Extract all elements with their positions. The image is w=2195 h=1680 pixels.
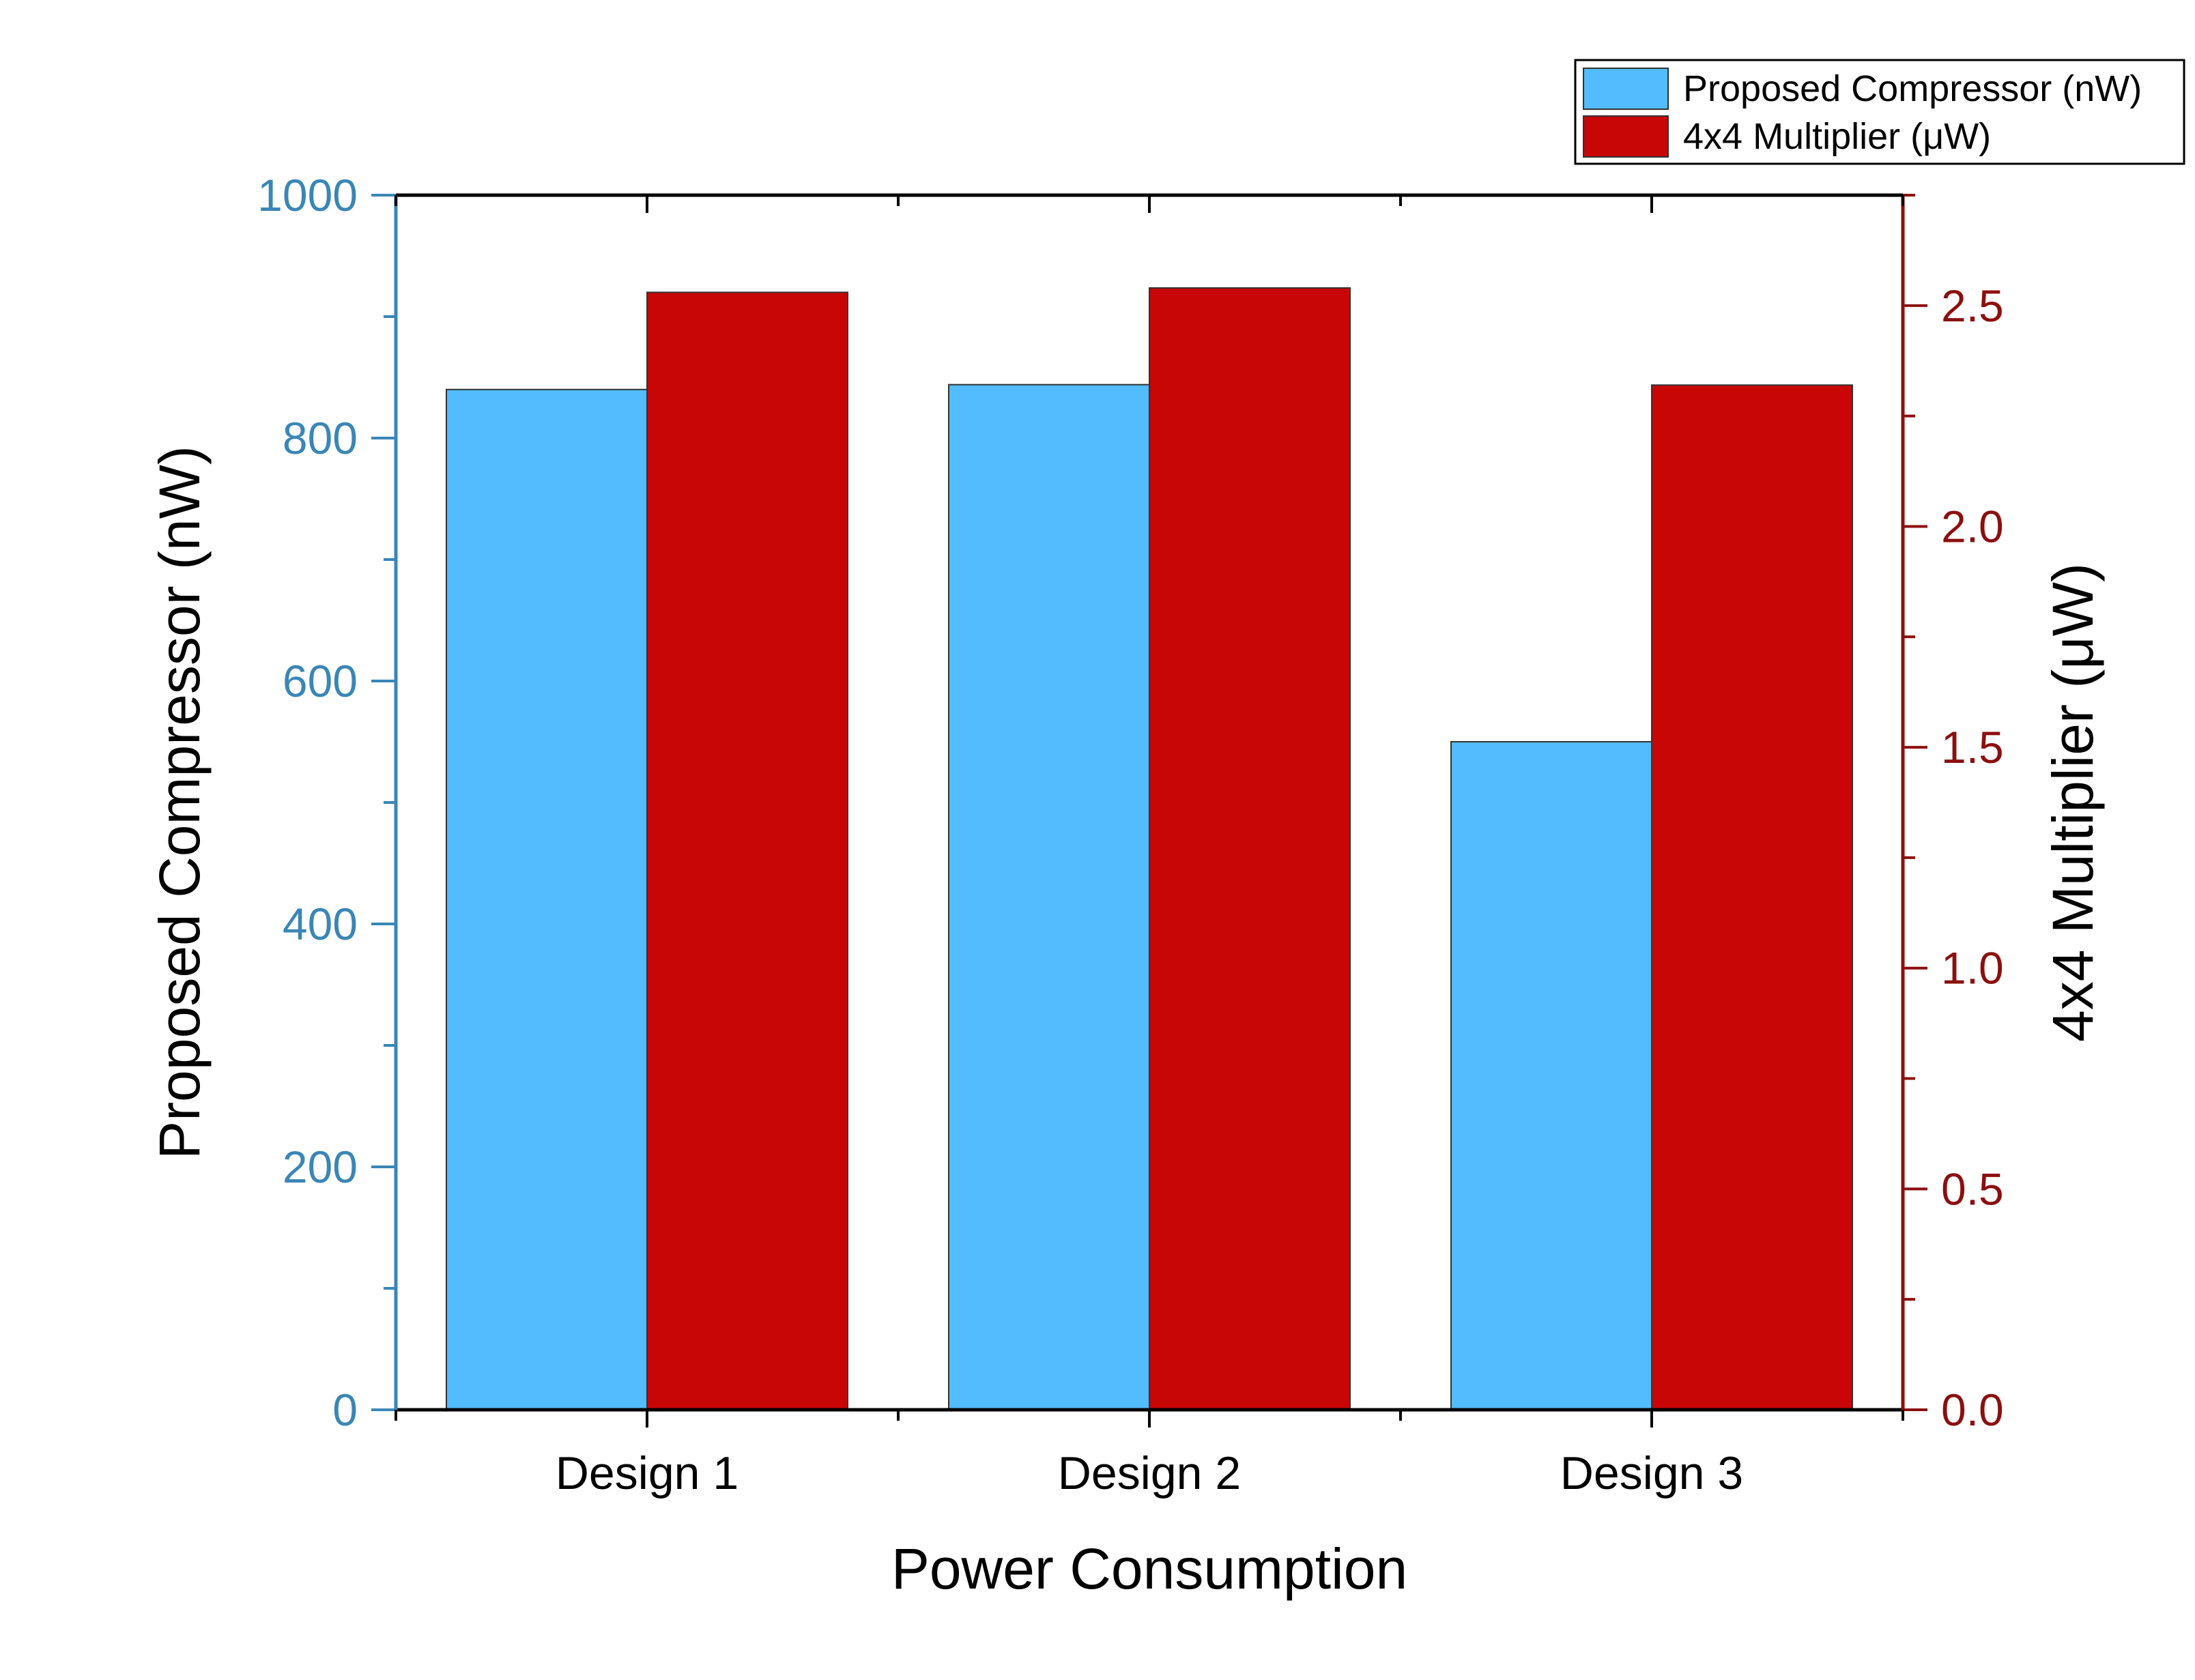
right-axis-title: 4x4 Multiplier (μW)	[2041, 563, 2105, 1042]
legend-box	[1574, 59, 2185, 165]
bar-multiplier-2	[1149, 287, 1351, 1411]
bar-compressor-1	[446, 388, 648, 1410]
right-tick-label: 2.5	[1941, 280, 2004, 331]
legend: Proposed Compressor (nW) 4x4 Multiplier …	[1574, 59, 2185, 165]
x-tick-label: Design 3	[1560, 1447, 1743, 1499]
tick-labels-group: 0 200 400 600 800 1000 0.0 0.5 1.0 1.5 2.0 2.5 Desig…	[257, 170, 2004, 1499]
right-tick-label: 1.5	[1941, 722, 2004, 772]
left-tick-label: 1000	[257, 170, 358, 220]
right-tick-label: 2.0	[1941, 501, 2004, 551]
ticks-group	[371, 194, 1927, 1428]
bar-multiplier-1	[646, 291, 848, 1410]
x-tick-label: Design 1	[556, 1447, 738, 1499]
left-tick-label: 800	[283, 413, 358, 463]
legend-swatch-compressor	[1583, 68, 1669, 110]
bar-compressor-3	[1450, 741, 1652, 1410]
legend-label-compressor: Proposed Compressor (nW)	[1683, 68, 2142, 109]
x-axis-title: Power Consumption	[891, 1537, 1407, 1601]
left-tick-label: 600	[283, 656, 358, 706]
left-axis-title: Proposed Compressor (nW)	[147, 446, 212, 1159]
left-tick-label: 0	[332, 1385, 358, 1435]
right-tick-label: 0.0	[1941, 1385, 2004, 1435]
x-tick-label: Design 2	[1058, 1447, 1241, 1499]
bar-compressor-2	[948, 383, 1150, 1410]
left-tick-label: 200	[283, 1142, 358, 1192]
legend-label-multiplier: 4x4 Multiplier (μW)	[1683, 116, 1991, 157]
bars-group	[446, 287, 1853, 1411]
right-tick-label: 1.0	[1941, 943, 2004, 994]
left-tick-label: 400	[283, 899, 358, 949]
right-tick-label: 0.5	[1941, 1163, 2004, 1214]
bar-multiplier-3	[1651, 384, 1853, 1410]
legend-swatch-multiplier	[1583, 115, 1669, 158]
